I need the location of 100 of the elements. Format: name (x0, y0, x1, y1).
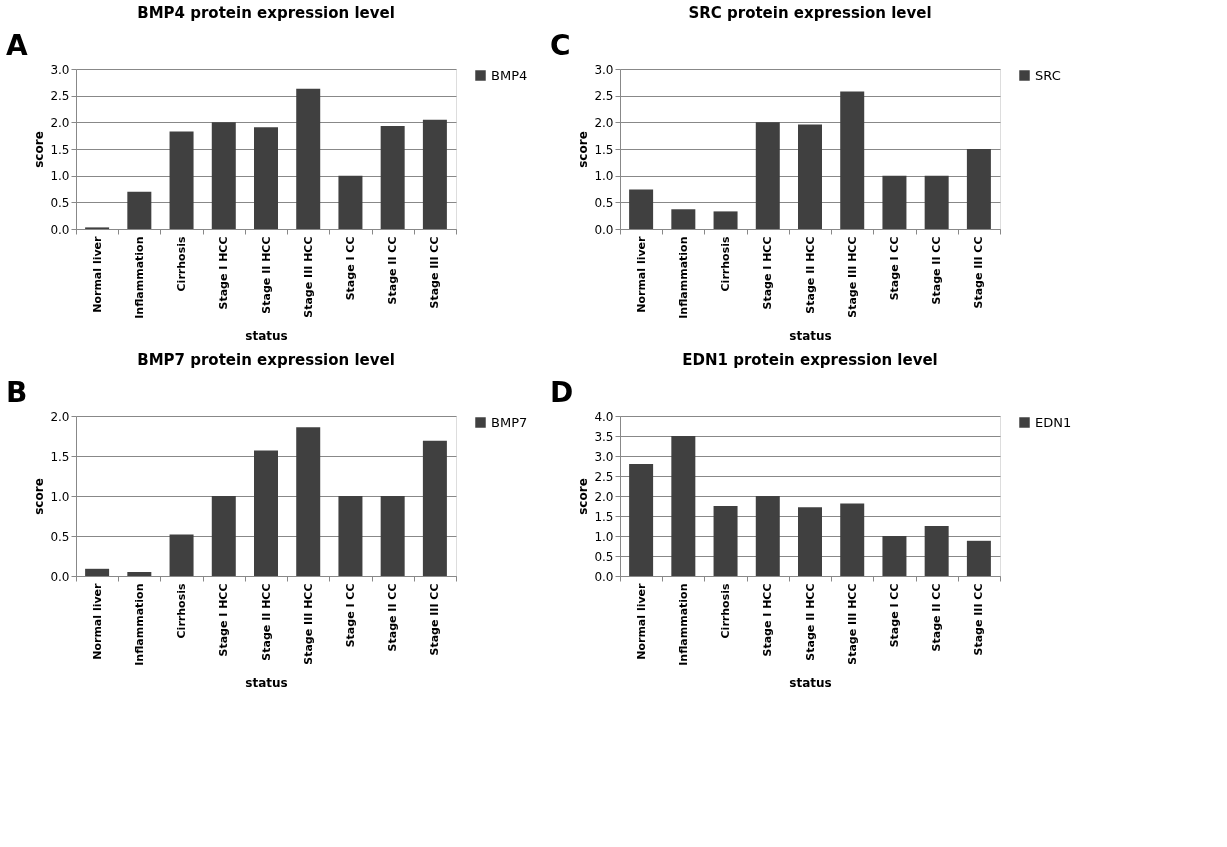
x-tick-label: Stage I HCC (217, 583, 231, 657)
x-axis-title: status (245, 675, 288, 690)
y-tick-label: 2.5 (594, 89, 614, 104)
bar (169, 131, 194, 229)
y-axis-title: score (32, 478, 47, 515)
bar (629, 189, 654, 229)
bar (798, 507, 822, 576)
bar (422, 119, 447, 229)
x-tick-label: Inflammation (132, 236, 146, 319)
y-tick-label: 0.0 (594, 222, 614, 237)
text: C (550, 29, 571, 62)
y-tick-label: 3.5 (594, 429, 614, 444)
chart-title: BMP7 protein expression level (137, 351, 395, 369)
x-tick-label: Normal liver (634, 235, 648, 313)
bar (882, 175, 907, 229)
y-tick-label: 2.5 (50, 89, 70, 104)
x-tick-label: Cirrhosis (719, 583, 733, 639)
y-tick-label: 0.5 (594, 549, 614, 564)
y-tick-label: 1.0 (594, 529, 614, 544)
x-tick-label: Cirrhosis (719, 236, 733, 292)
x-tick-label: Stage II HCC (259, 236, 273, 314)
bar (254, 450, 278, 576)
x-tick-label: Stage III HCC (301, 236, 315, 318)
bar (211, 122, 236, 229)
x-tick-label: Stage I HCC (761, 236, 775, 310)
y-tick-label: 1.0 (50, 169, 70, 184)
y-tick-label: 3.0 (594, 62, 614, 77)
x-tick-label: Stage III CC (972, 583, 986, 656)
bar (254, 127, 278, 229)
y-tick-label: 0.0 (594, 569, 614, 584)
chart-title: BMP4 protein expression level (137, 4, 395, 22)
bar (882, 536, 907, 576)
x-tick-label: Stage II CC (930, 583, 944, 652)
x-tick-label: Stage III HCC (301, 583, 315, 665)
y-tick-label: 1.0 (50, 489, 70, 504)
y-axis-title: score (32, 131, 47, 168)
y-tick-label: 2.0 (50, 409, 70, 424)
bar (85, 568, 110, 576)
bar (296, 88, 321, 229)
x-tick-label: Stage III CC (428, 236, 442, 309)
y-tick-label: 1.0 (594, 169, 614, 184)
legend-label: EDN1 (1035, 414, 1072, 430)
legend-label: BMP7 (491, 414, 528, 430)
bar (296, 427, 321, 576)
y-tick-label: 3.0 (594, 449, 614, 464)
x-tick-label: Stage II HCC (803, 583, 817, 661)
x-tick-label: Stage II CC (930, 236, 944, 305)
x-tick-label: Normal liver (90, 582, 104, 660)
bar (924, 175, 949, 229)
bar (713, 506, 738, 576)
x-axis-title: status (245, 328, 288, 343)
bar (629, 464, 654, 576)
bar (380, 126, 405, 229)
x-tick-label: Inflammation (132, 583, 146, 666)
y-tick-label: 0.5 (594, 195, 614, 210)
y-tick-label: 2.0 (594, 115, 614, 130)
bar (966, 540, 991, 576)
bar (127, 191, 152, 229)
bar (755, 122, 780, 229)
x-axis-title: status (789, 675, 832, 690)
x-tick-label: Stage I CC (887, 583, 901, 648)
chart-title: SRC protein expression level (688, 4, 932, 22)
bar (671, 436, 696, 576)
x-tick-label: Normal liver (90, 235, 104, 313)
bar (713, 211, 738, 229)
bar (924, 526, 949, 576)
x-axis-title: status (789, 328, 832, 343)
bar (840, 91, 865, 229)
y-tick-label: 2.5 (594, 469, 614, 484)
bar (211, 496, 236, 576)
x-tick-label: Stage I HCC (217, 236, 231, 310)
x-tick-label: Stage I CC (343, 583, 357, 648)
x-tick-label: Stage III HCC (845, 236, 859, 318)
bar (671, 209, 696, 229)
x-tick-label: Stage II CC (386, 236, 400, 305)
x-tick-label: Stage II HCC (259, 583, 273, 661)
x-tick-label: Stage I CC (887, 236, 901, 301)
bar (338, 175, 363, 229)
x-tick-label: Stage II HCC (803, 236, 817, 314)
x-tick-label: Inflammation (676, 236, 690, 319)
bar (169, 534, 194, 576)
y-tick-label: 2.0 (50, 115, 70, 130)
legend-label: SRC (1035, 67, 1061, 83)
text: B (6, 376, 28, 409)
y-tick-label: 0.5 (50, 529, 70, 544)
x-tick-label: Stage I CC (343, 236, 357, 301)
x-tick-label: Stage III CC (428, 583, 442, 656)
y-tick-label: 3.0 (50, 62, 70, 77)
chart-title: EDN1 protein expression level (682, 351, 938, 369)
bar (840, 503, 865, 576)
y-tick-label: 0.0 (50, 569, 70, 584)
x-tick-label: Inflammation (676, 583, 690, 666)
bar (338, 496, 363, 576)
x-tick-label: Normal liver (634, 582, 648, 660)
bar (380, 496, 405, 576)
x-tick-label: Stage I HCC (761, 583, 775, 657)
bar (798, 124, 822, 229)
x-tick-label: Cirrhosis (175, 236, 189, 292)
x-tick-label: Cirrhosis (175, 583, 189, 639)
bar (755, 496, 780, 576)
